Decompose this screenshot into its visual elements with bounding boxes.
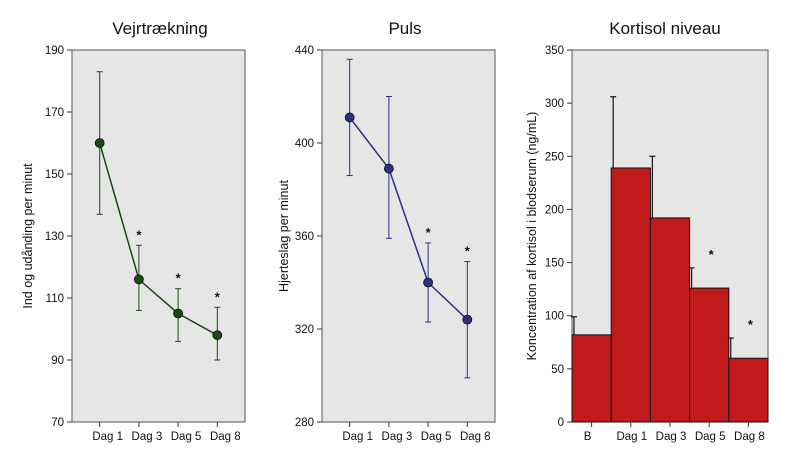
data-point bbox=[94, 138, 105, 148]
series-line bbox=[349, 116, 468, 321]
series-line bbox=[98, 142, 218, 336]
chart-panel-1: Vejrtrækning 70 90 110 130 150 170 190 Ind og ud… bbox=[21, 19, 246, 443]
bar bbox=[610, 167, 651, 423]
y-tick-label: 150 bbox=[45, 169, 64, 181]
y-tick-label: 110 bbox=[46, 293, 64, 305]
chart-panel-3: Kortisol niveau 0 50 100 150 200 250 300 350 Konc… bbox=[525, 19, 769, 443]
x-tick-label: Dag 3 bbox=[656, 431, 687, 443]
y-axis-label: Ind og udånding per minut bbox=[21, 163, 35, 309]
data-point bbox=[173, 308, 184, 319]
significance-marker: * bbox=[748, 317, 754, 332]
y-tick-label: 280 bbox=[295, 417, 314, 429]
bar bbox=[649, 217, 691, 423]
data-point bbox=[423, 277, 434, 288]
plot-area bbox=[71, 49, 246, 423]
y-tick-label: 90 bbox=[51, 355, 64, 367]
y-tick-label: 150 bbox=[545, 258, 564, 270]
y-axis-label: Hjerteslag per minut bbox=[277, 180, 291, 292]
significance-marker: * bbox=[136, 227, 142, 242]
y-tick-label: 190 bbox=[45, 45, 64, 57]
y-tick-label: 70 bbox=[51, 417, 64, 429]
x-tick-label: Dag 8 bbox=[210, 431, 241, 443]
significance-marker: * bbox=[465, 244, 471, 259]
significance-marker: * bbox=[215, 289, 221, 304]
x-tick-label: B bbox=[584, 431, 592, 443]
x-tick-label: Dag 5 bbox=[421, 431, 452, 443]
data-point bbox=[383, 163, 394, 174]
chart-title: Vejrtrækning bbox=[112, 19, 207, 38]
chart-title: Puls bbox=[388, 19, 421, 38]
bar bbox=[689, 287, 730, 423]
y-tick-label: 130 bbox=[45, 231, 64, 243]
plot-area bbox=[321, 49, 496, 423]
y-tick-label: 100 bbox=[545, 311, 564, 323]
y-tick-label: 0 bbox=[558, 417, 564, 429]
y-tick-label: 400 bbox=[295, 138, 314, 150]
y-tick-label: 320 bbox=[295, 324, 314, 336]
y-tick-label: 440 bbox=[295, 45, 314, 57]
y-tick-label: 360 bbox=[295, 231, 314, 243]
x-tick-label: Dag 5 bbox=[171, 431, 202, 443]
x-tick-label: Dag 1 bbox=[616, 431, 647, 443]
data-point bbox=[344, 112, 355, 123]
significance-marker: * bbox=[426, 225, 432, 240]
y-tick-label: 200 bbox=[545, 204, 564, 216]
y-tick-label: 350 bbox=[545, 45, 564, 57]
x-tick-label: Dag 5 bbox=[695, 431, 726, 443]
y-tick-label: 300 bbox=[545, 98, 564, 110]
data-point bbox=[212, 330, 223, 341]
y-tick-label: 250 bbox=[545, 151, 564, 163]
x-tick-label: Dag 1 bbox=[92, 431, 123, 443]
x-tick-label: Dag 8 bbox=[460, 431, 491, 443]
data-point bbox=[462, 314, 473, 325]
data-point bbox=[133, 274, 144, 285]
x-tick-label: Dag 3 bbox=[382, 431, 413, 443]
x-tick-label: Dag 1 bbox=[342, 431, 373, 443]
chart-title: Kortisol niveau bbox=[609, 19, 721, 38]
significance-marker: * bbox=[176, 271, 182, 286]
bar bbox=[571, 334, 612, 423]
y-tick-label: 50 bbox=[551, 364, 564, 376]
x-tick-label: Dag 8 bbox=[734, 431, 765, 443]
chart-panel-2: Puls 280 320 360 400 440 Hjerteslag per minut *… bbox=[277, 19, 496, 443]
y-axis-label: Koncentration af kortisol i blodserum (n… bbox=[525, 112, 539, 361]
x-tick-label: Dag 3 bbox=[132, 431, 163, 443]
bar bbox=[728, 357, 769, 423]
significance-marker: * bbox=[709, 247, 715, 262]
y-tick-label: 170 bbox=[45, 107, 64, 119]
